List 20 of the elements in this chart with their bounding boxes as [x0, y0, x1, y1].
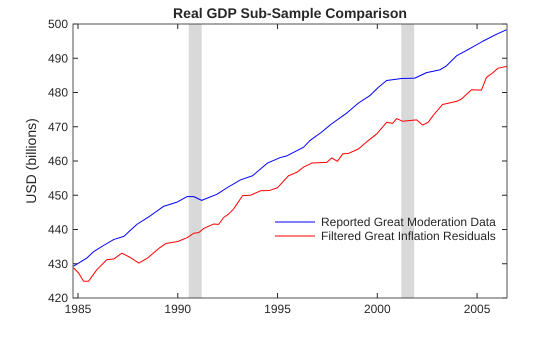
y-tick-label: 450 — [48, 188, 68, 202]
y-tick-label: 440 — [48, 222, 68, 236]
legend-label: Reported Great Moderation Data — [321, 215, 496, 229]
y-tick-label: 480 — [48, 86, 68, 100]
y-tick-label: 470 — [48, 120, 68, 134]
chart-title: Real GDP Sub-Sample Comparison — [173, 5, 407, 21]
legend-label: Filtered Great Inflation Residuals — [321, 229, 496, 243]
y-axis-title: USD (billions) — [23, 118, 39, 204]
x-tick-label: 2000 — [364, 302, 391, 316]
y-tick-label: 490 — [48, 51, 68, 66]
x-tick-label: 2005 — [464, 302, 491, 316]
y-tick-label: 460 — [48, 154, 68, 168]
y-tick-label: 420 — [48, 291, 68, 305]
x-tick-label: 1985 — [64, 302, 92, 316]
line-series — [73, 29, 507, 267]
y-tick-label: 430 — [48, 256, 68, 271]
line-series — [73, 66, 507, 282]
x-tick-label: 1990 — [164, 302, 192, 316]
x-tick-label: 1995 — [264, 302, 292, 316]
y-tick-label: 500 — [48, 17, 68, 31]
